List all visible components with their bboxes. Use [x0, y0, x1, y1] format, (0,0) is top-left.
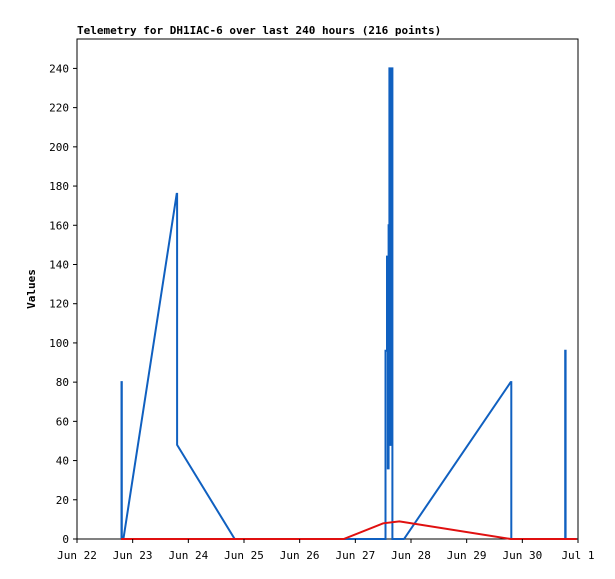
- x-tick-label: Jun 30: [502, 549, 542, 562]
- y-tick-label: 120: [49, 298, 69, 311]
- series-layer: [120, 67, 577, 540]
- y-tick-label: 160: [49, 219, 69, 232]
- x-tick-label: Jun 24: [168, 549, 208, 562]
- y-tick-label: 60: [56, 415, 69, 428]
- x-tick-label: Jun 29: [447, 549, 487, 562]
- x-axis-ticks: Jun 22 Jun 23 Jun 24 Jun 25 Jun 26 Jun 27 Jun …: [57, 539, 595, 562]
- x-tick-label: Jun 26: [280, 549, 320, 562]
- y-tick-label: 100: [49, 337, 69, 350]
- y-tick-label: 140: [49, 258, 69, 271]
- y-tick-label: 240: [49, 62, 69, 75]
- y-tick-label: 220: [49, 102, 69, 115]
- y-axis-label: Values: [25, 269, 38, 309]
- plot-area: [76, 38, 579, 540]
- y-axis-ticks: 0 20 40 60 80 100 120 140 160 180 200 220 240: [49, 62, 77, 546]
- y-tick-label: 0: [62, 533, 69, 546]
- x-tick-label: Jun 27: [335, 549, 375, 562]
- x-tick-label: Jun 28: [391, 549, 431, 562]
- y-tick-label: 200: [49, 141, 69, 154]
- x-tick-label: Jun 25: [224, 549, 264, 562]
- y-tick-label: 40: [56, 455, 69, 468]
- x-tick-label: Jul 1: [561, 549, 594, 562]
- y-tick-label: 20: [56, 494, 69, 507]
- chart-title: Telemetry for DH1IAC-6 over last 240 hou…: [77, 24, 441, 37]
- series-line-2: [121, 520, 577, 540]
- series-line-1: [120, 67, 577, 540]
- y-tick-label: 80: [56, 376, 69, 389]
- x-tick-label: Jun 22: [57, 549, 97, 562]
- x-tick-label: Jun 23: [113, 549, 153, 562]
- y-tick-label: 180: [49, 180, 69, 193]
